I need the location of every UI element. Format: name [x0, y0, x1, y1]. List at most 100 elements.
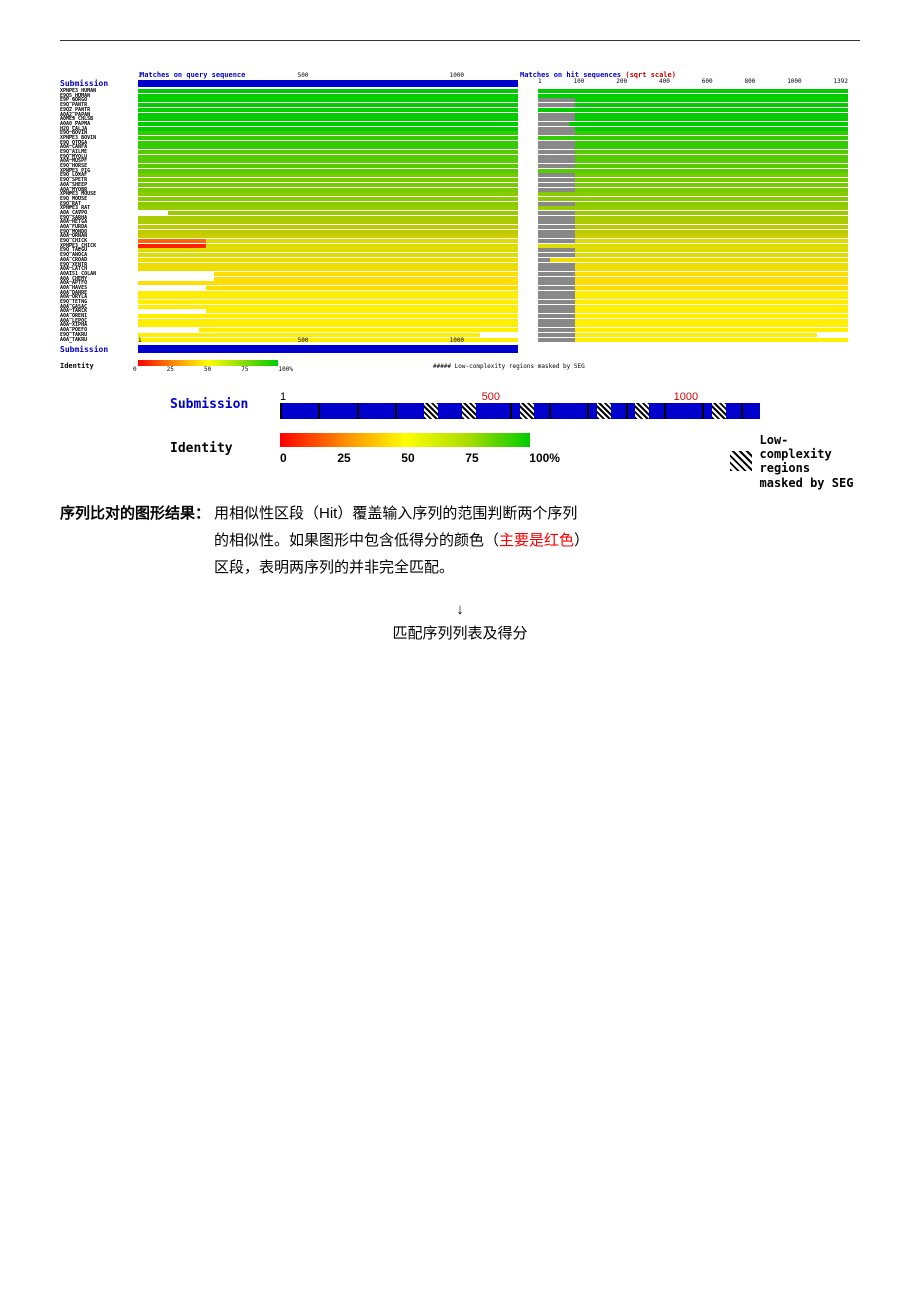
seg-legend: Low-complexity regions masked by SEG — [730, 433, 860, 491]
hit-bars — [538, 136, 848, 140]
hit-bars — [538, 253, 848, 257]
table-row: E9Q_HORSE — [60, 164, 860, 168]
query-bars — [138, 211, 518, 215]
hit-bars — [538, 267, 848, 271]
query-bars — [138, 286, 518, 290]
table-row: XPNPE3_BOVIN — [60, 136, 860, 140]
hit-bars — [538, 338, 848, 342]
query-bars — [138, 300, 518, 304]
hit-bars — [538, 225, 848, 229]
query-bars — [138, 94, 518, 98]
query-bars — [138, 150, 518, 154]
table-row: A0A_HETGA — [60, 220, 860, 224]
hit-bars — [538, 206, 848, 210]
query-bars — [138, 314, 518, 318]
hit-bars — [538, 333, 848, 337]
hit-bars — [538, 323, 848, 327]
table-row: E9Q_MYOLU — [60, 155, 860, 159]
identity-label-big: Identity — [170, 441, 280, 456]
table-row: E9Q5_HUMAN — [60, 94, 860, 98]
hit-bars — [538, 155, 848, 159]
table-row: E9Q_BOVIN — [60, 131, 860, 135]
ruler-bottom: 1 500 1000 — [138, 345, 518, 353]
table-row: E9Q_LOXAF — [60, 173, 860, 177]
table-row: A0A_MYOBR — [60, 187, 860, 191]
table-row: XPNPE3_PIG — [60, 169, 860, 173]
hit-bars — [538, 277, 848, 281]
hit-bars — [538, 291, 848, 295]
query-bars — [138, 155, 518, 159]
query-bars — [138, 188, 518, 192]
hit-bars — [538, 220, 848, 224]
hit-bars — [538, 113, 848, 117]
submission-label-top: Submission — [60, 79, 138, 88]
table-row: A0A_CHEMY — [60, 277, 860, 281]
query-bars — [138, 309, 518, 313]
query-bars — [138, 159, 518, 163]
hit-bars — [538, 192, 848, 196]
query-bars — [138, 220, 518, 224]
table-row: E9Q_MONDO — [60, 230, 860, 234]
table-row: A0A_LATCH — [60, 267, 860, 271]
query-bars — [138, 258, 518, 262]
hit-bars — [538, 281, 848, 285]
submission-label-bottom: Submission — [60, 345, 138, 354]
submission-label-big: Submission — [170, 397, 280, 412]
query-bars — [138, 192, 518, 196]
query-bars — [138, 131, 518, 135]
body-text: 序列比对的图形结果： 用相似性区段（Hit）覆盖输入序列的范围判断两个序列 的相… — [60, 500, 860, 581]
identity-gradient-big — [280, 433, 530, 447]
hit-bars — [538, 108, 848, 112]
query-bars — [138, 239, 518, 243]
query-bars — [138, 173, 518, 177]
table-row: A0MES_CHLSB — [60, 117, 860, 121]
table-row: A0A_CROAD — [60, 258, 860, 262]
query-bars — [138, 89, 518, 93]
hit-bars — [538, 122, 848, 126]
ruler-query: 1 500 1000 — [138, 80, 518, 87]
query-bars — [138, 178, 518, 182]
hit-bars — [538, 300, 848, 304]
query-bars — [138, 117, 518, 121]
hit-bars — [538, 98, 848, 102]
hit-bars — [538, 89, 848, 93]
table-row: A0A_ORYLA — [60, 295, 860, 299]
ruler-hit-labels: 1 100 200 400 600 800 1000 1392 — [538, 78, 848, 85]
hit-bars — [538, 103, 848, 107]
query-bars — [138, 141, 518, 145]
query-bars — [138, 183, 518, 187]
table-row: E9Q_SPETR — [60, 178, 860, 182]
table-row: A0A_ORENI — [60, 314, 860, 318]
identity-label-small: Identity — [60, 362, 138, 370]
hit-bars — [538, 150, 848, 154]
query-bars — [138, 108, 518, 112]
hit-bars — [538, 263, 848, 267]
hit-bars — [538, 286, 848, 290]
query-bars — [138, 248, 518, 252]
query-bars — [138, 277, 518, 281]
seg-note-small: ##### Low-complexity regions masked by S… — [433, 363, 585, 370]
query-bars — [138, 136, 518, 140]
query-bars — [138, 291, 518, 295]
hit-bars — [538, 230, 848, 234]
hit-bars — [538, 239, 848, 243]
query-bars — [138, 323, 518, 327]
table-row: E9Q_XENTR — [60, 262, 860, 266]
enlarged-legend: Submission 15001000 Identity 0 25 50 75 … — [170, 391, 860, 465]
table-row: E9Q_OTOGA — [60, 141, 860, 145]
top-rule — [60, 40, 860, 41]
table-row: A0A_DANRE — [60, 291, 860, 295]
table-row: A0A_GASAC — [60, 305, 860, 309]
query-bars — [138, 295, 518, 299]
query-bars — [138, 234, 518, 238]
hit-bars — [538, 202, 848, 206]
hatch-icon — [730, 451, 752, 471]
table-row: E9Q_TETNG — [60, 300, 860, 304]
table-row: E9Q2_PANTR — [60, 108, 860, 112]
table-row: A0A_SHEEP — [60, 183, 860, 187]
table-row: A0A_HAVES — [60, 286, 860, 290]
table-row: E9Q_PANTR — [60, 103, 860, 107]
hit-bars — [538, 295, 848, 299]
table-row: E9Q_TAEGU — [60, 248, 860, 252]
query-bars — [138, 216, 518, 220]
